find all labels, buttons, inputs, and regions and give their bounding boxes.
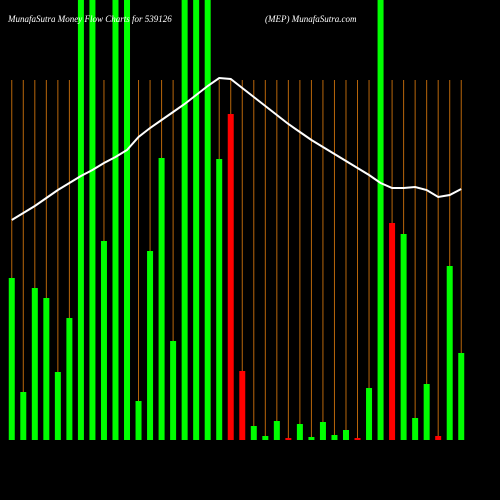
bar — [250, 426, 257, 440]
bar — [366, 388, 373, 440]
bar — [423, 384, 430, 440]
bar — [262, 436, 269, 440]
bar — [273, 421, 280, 440]
bar — [239, 371, 246, 440]
bar — [124, 0, 131, 440]
bar — [285, 438, 292, 440]
bar — [446, 266, 453, 440]
bar — [66, 318, 73, 440]
bar — [89, 0, 96, 440]
bar — [227, 114, 234, 440]
bar — [377, 0, 384, 440]
bar — [296, 424, 303, 440]
bar — [158, 158, 165, 440]
bar — [342, 430, 349, 440]
bar — [31, 288, 38, 440]
bar — [43, 298, 50, 440]
bar — [319, 422, 326, 440]
bar — [204, 0, 211, 440]
bar — [100, 241, 107, 440]
bar — [435, 436, 442, 440]
bar — [331, 435, 338, 440]
bar — [135, 401, 142, 440]
bar — [112, 0, 119, 440]
bar — [458, 353, 465, 440]
bar — [412, 418, 419, 440]
bar — [54, 372, 61, 440]
money-flow-line — [11, 76, 462, 221]
bar — [170, 341, 177, 440]
bar — [181, 0, 188, 440]
bar — [308, 437, 315, 440]
bar — [147, 251, 154, 440]
bar — [389, 223, 396, 440]
bar — [400, 234, 407, 440]
chart-subtitle: (MEP) MunafaSutra.com — [265, 14, 357, 24]
bar — [77, 0, 84, 440]
bar — [354, 438, 361, 440]
bar — [216, 159, 223, 440]
plot-area — [8, 0, 465, 440]
chart-title: MunafaSutra Money Flow Charts for 539126 — [7, 14, 172, 24]
bar — [20, 392, 27, 440]
bar — [8, 278, 15, 440]
bar — [193, 0, 200, 440]
